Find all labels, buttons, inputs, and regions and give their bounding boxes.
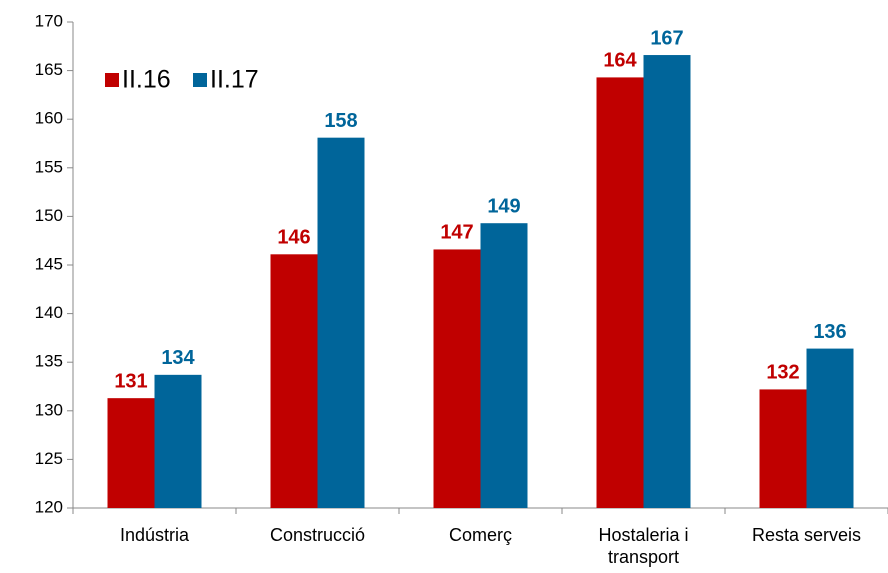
- bar: [806, 348, 854, 508]
- data-label: 164: [603, 50, 637, 72]
- y-tick-label: 165: [35, 60, 63, 79]
- data-label: 134: [161, 347, 195, 369]
- x-tick-label: Comerç: [448, 525, 512, 545]
- bar: [759, 389, 807, 508]
- x-tick-label: Resta serveis: [751, 525, 862, 545]
- legend-label: II.17: [210, 66, 259, 94]
- bar: [433, 249, 481, 508]
- data-label: 136: [813, 321, 846, 343]
- bar: [270, 254, 318, 508]
- data-label: 158: [324, 110, 357, 132]
- bar: [480, 223, 528, 509]
- y-tick-label: 150: [35, 206, 63, 225]
- bar: [154, 374, 202, 508]
- y-tick-label: 135: [35, 352, 63, 371]
- x-tick-label: Indústria: [119, 525, 190, 545]
- data-label: 147: [440, 222, 473, 244]
- y-tick-label: 140: [35, 303, 63, 322]
- legend-swatch: [105, 73, 119, 87]
- bar: [107, 398, 155, 508]
- y-tick-label: 155: [35, 157, 63, 176]
- x-tick-label: Hostaleria i transport: [598, 525, 689, 567]
- bar: [596, 77, 644, 509]
- bar: [643, 55, 691, 508]
- data-label: 132: [766, 362, 799, 384]
- x-tick-label: Construcció: [269, 525, 366, 545]
- data-label: 131: [114, 370, 147, 392]
- y-tick-label: 125: [35, 449, 63, 468]
- data-label: 167: [650, 27, 683, 49]
- y-tick-label: 170: [35, 11, 63, 30]
- data-label: 149: [487, 195, 520, 217]
- y-tick-label: 160: [35, 109, 63, 128]
- bar: [317, 137, 365, 508]
- legend-swatch: [193, 73, 207, 87]
- y-tick-label: 145: [35, 254, 63, 273]
- y-tick-label: 130: [35, 400, 63, 419]
- y-tick-label: 120: [35, 497, 63, 516]
- legend-label: II.16: [122, 66, 171, 94]
- data-label: 146: [277, 227, 310, 249]
